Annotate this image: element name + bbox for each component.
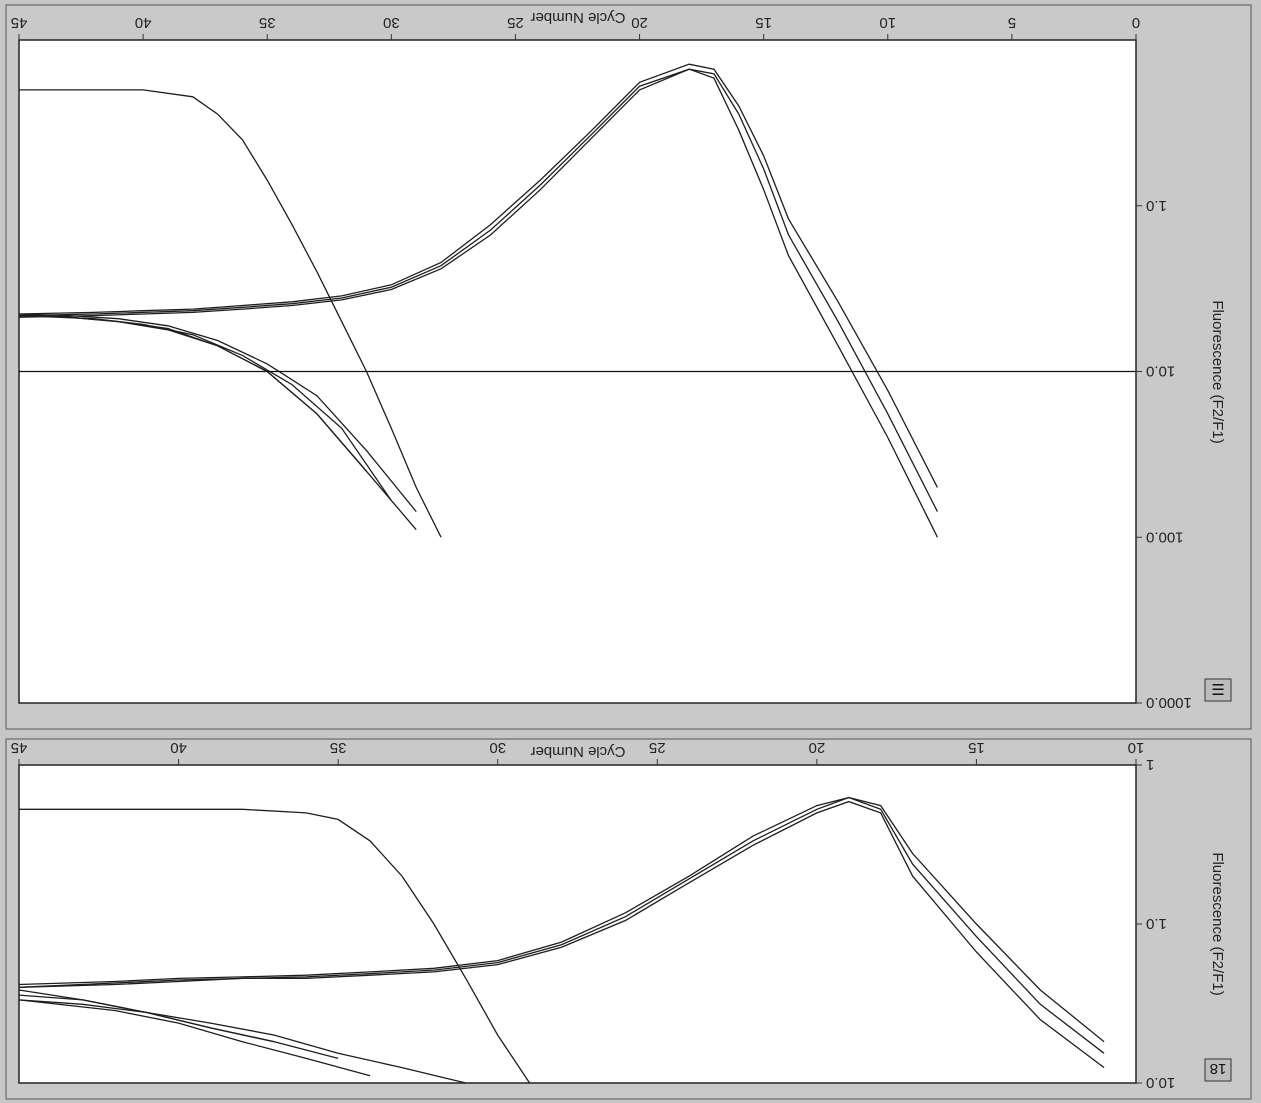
x-tick-label-upper: 45 [11,739,28,756]
x-axis-label-lower: Cycle Number [530,9,625,26]
x-axis-label-upper: Cycle Number [530,743,625,760]
x-tick-label-upper: 30 [489,739,506,756]
panel-corner-icon-lower: ☰ [1211,680,1224,697]
series-line-lower-4 [19,89,442,538]
x-tick-label-upper: 35 [330,739,347,756]
x-tick-label-lower: 25 [507,14,524,31]
x-tick-label-upper: 40 [170,739,187,756]
y-tick-label-upper: 1.0 [1146,915,1167,932]
x-tick-label-lower: 15 [755,14,772,31]
x-tick-label-upper: 15 [968,739,985,756]
x-tick-label-lower: 20 [631,14,648,31]
x-tick-label-upper: 10 [1128,739,1145,756]
y-axis-label-lower: Fluorescence (F2/F1) [1209,300,1226,443]
y-tick-label-lower: 1000.0 [1146,694,1192,711]
plot-area-upper [18,764,1137,1084]
x-tick-label-lower: 30 [383,14,400,31]
y-tick-label-lower: 10.0 [1146,363,1175,380]
series-line-upper-5 [18,999,466,1084]
series-line-upper-2 [18,796,1105,1054]
x-tick-label-lower: 45 [11,14,28,31]
series-line-upper-3 [18,796,1105,1043]
x-tick-label-upper: 20 [809,739,826,756]
panel-corner-box-upper [1204,1058,1232,1082]
series-line-upper-6 [18,999,371,1077]
panel-corner-button-upper[interactable]: 18 [1204,1058,1232,1082]
y-tick-label-lower: 1.0 [1146,197,1167,214]
y-axis-label-upper: Fluorescence (F2/F1) [1209,852,1226,995]
series-line-upper-8 [18,989,275,1043]
x-tick-label-lower: 5 [1008,14,1016,31]
y-tick-label-lower: 100.0 [1146,528,1184,545]
x-tick-label-lower: 35 [259,14,276,31]
y-tick-label-upper: 1 [1146,756,1154,773]
panel-corner-box-lower [1204,678,1232,702]
series-line-lower-1 [18,68,938,538]
amplification-plot-lower: 0 5 10 15 20 25 30 35 40 45 1.0 10.0 100.0 1000.0 Cyc… [5,4,1252,730]
series-line-upper-4 [19,808,531,1084]
series-line-lower-8 [18,313,367,472]
x-tick-label-lower: 40 [135,14,152,31]
x-tick-label-lower: 0 [1132,14,1140,31]
panel-corner-button-lower[interactable]: ☰ [1204,678,1232,702]
series-group-lower [18,63,938,538]
panel-corner-label-upper: 18 [1210,1060,1227,1077]
series-line-lower-2 [18,68,938,512]
x-tick-label-lower: 10 [879,14,896,31]
amplification-plot-upper: 10 15 20 25 30 35 40 45 1 1.0 10.0 Cycle Number Fl… [5,738,1252,1100]
series-group-upper [18,796,1105,1084]
y-tick-label-upper: 10.0 [1146,1074,1175,1091]
series-line-lower-3 [18,63,938,488]
x-tick-label-upper: 25 [649,739,666,756]
series-line-lower-6 [18,313,417,513]
